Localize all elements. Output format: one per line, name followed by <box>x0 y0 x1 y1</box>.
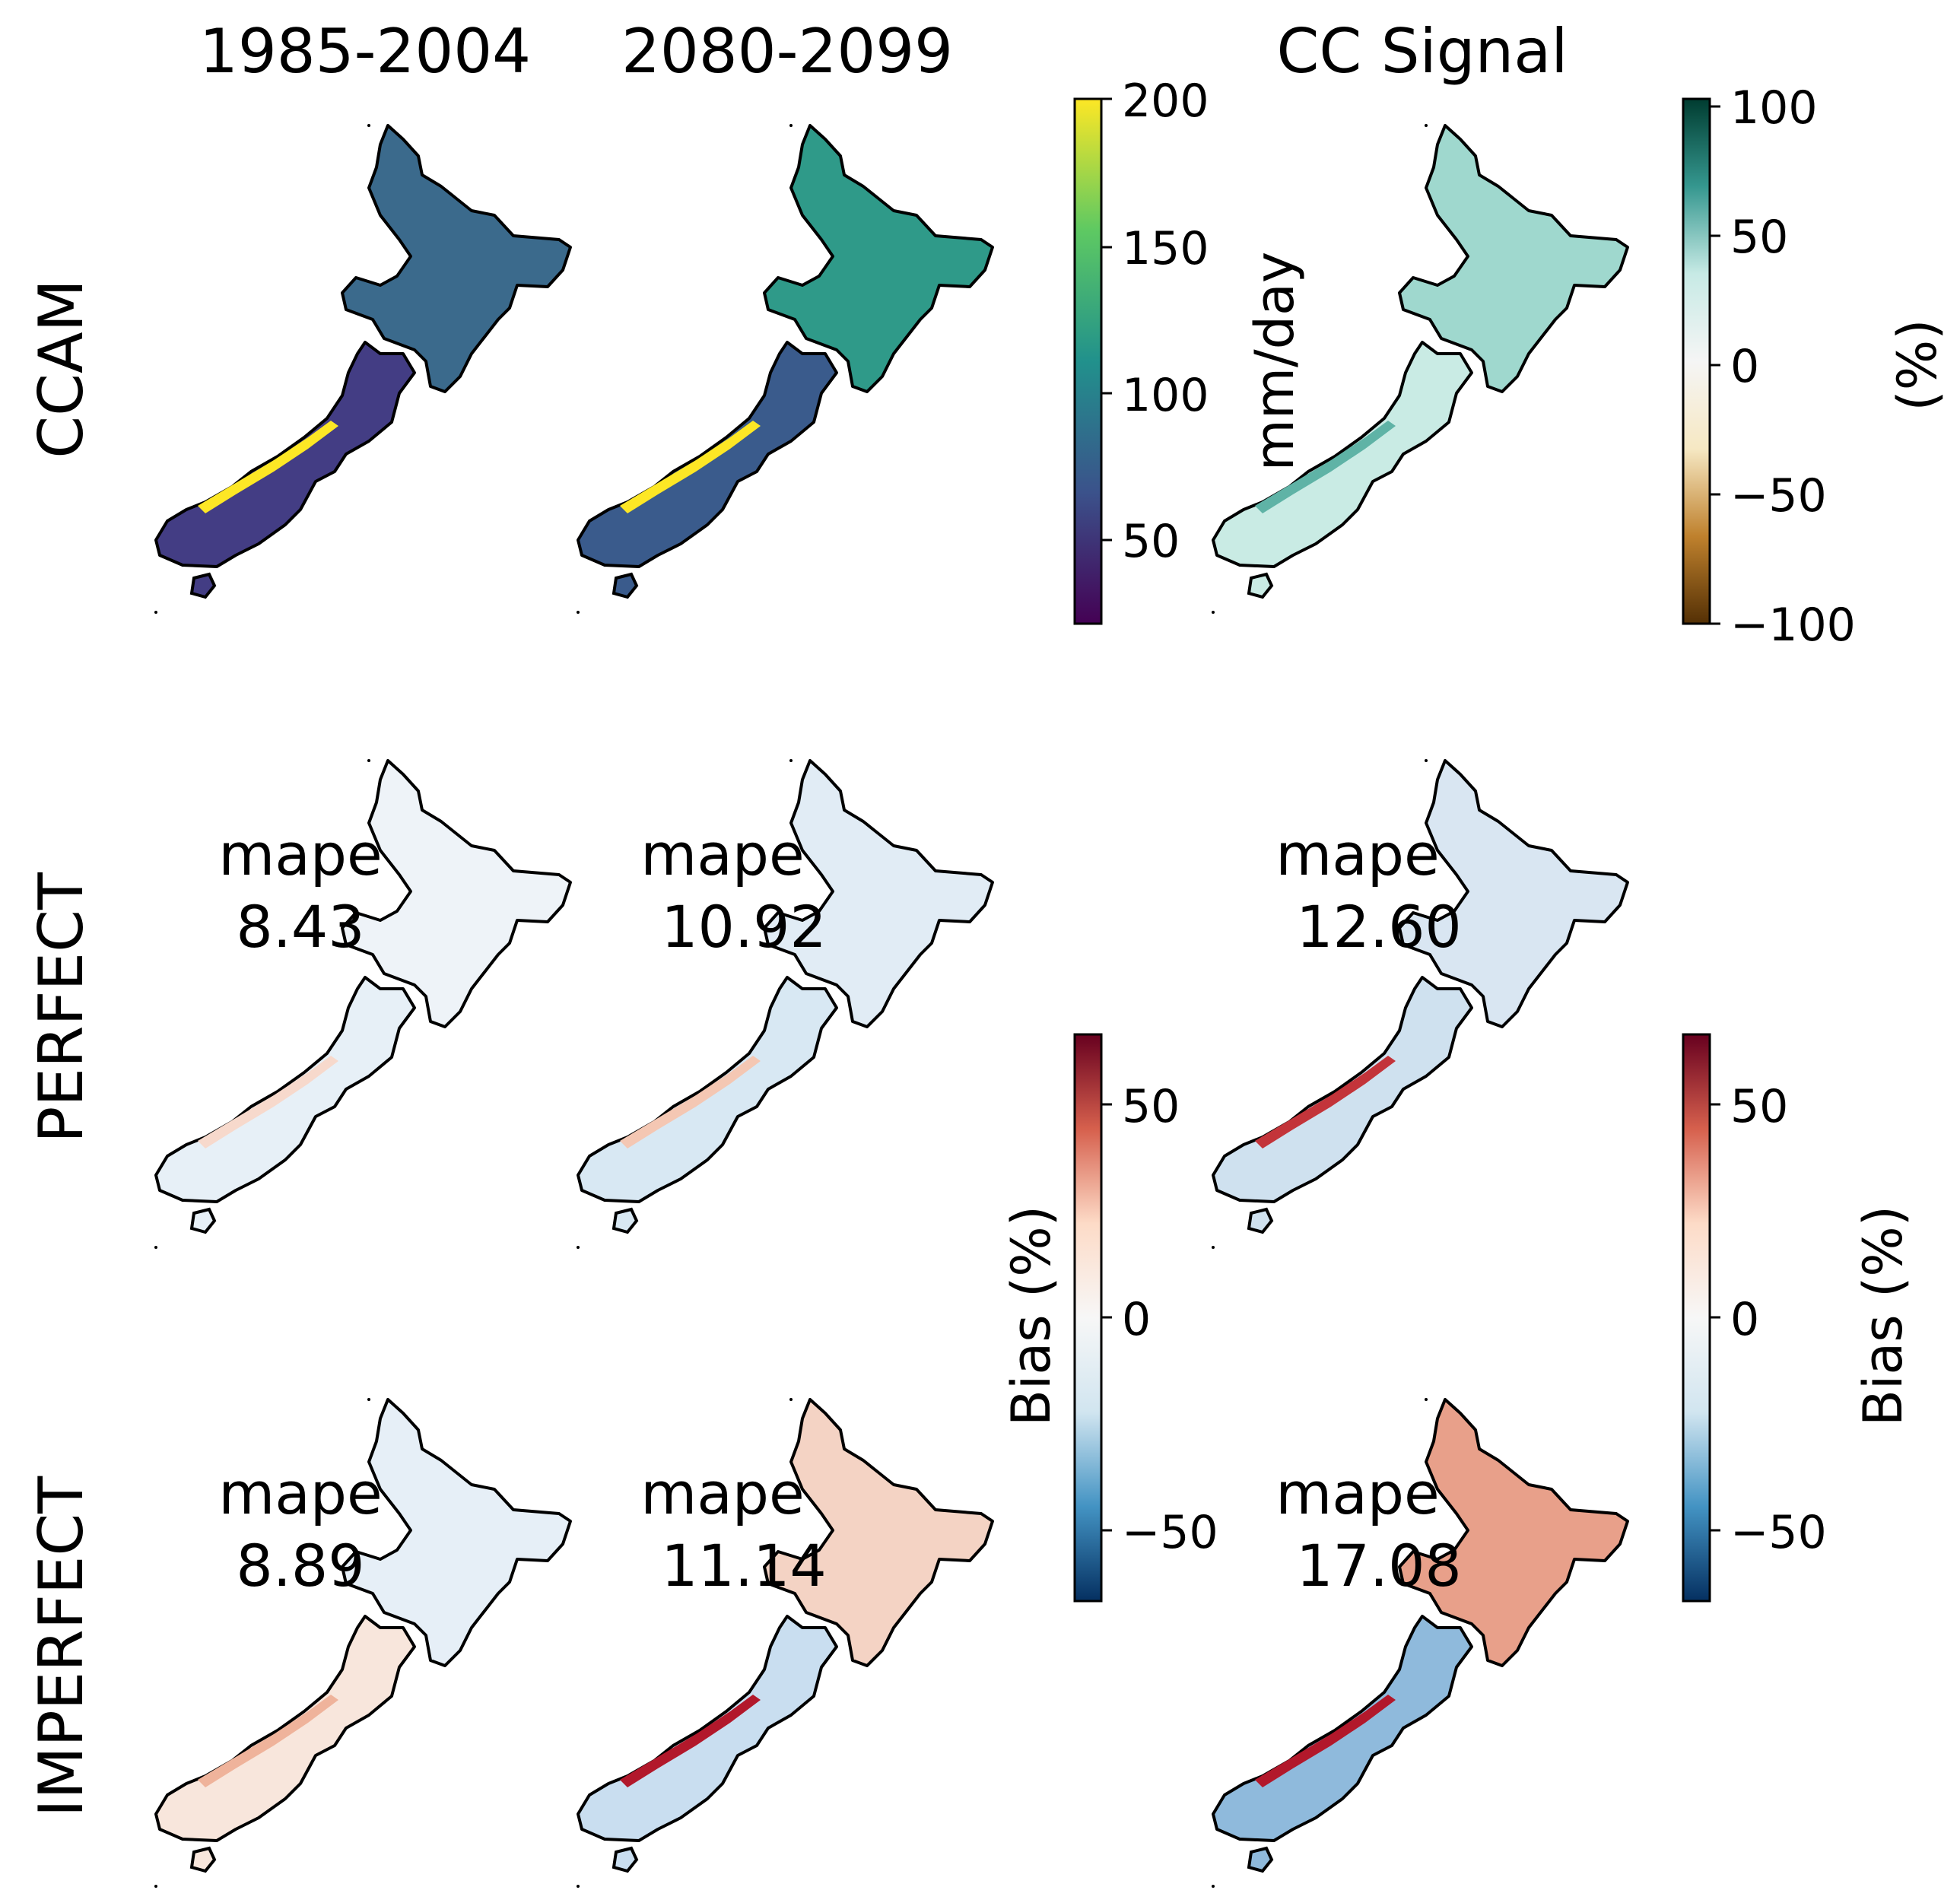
svg-text:mape: mape <box>640 821 805 888</box>
svg-text:12.60: 12.60 <box>1296 893 1462 961</box>
map-panels <box>154 124 1629 1888</box>
nz-map-perfect-historical <box>154 759 572 1249</box>
mape-imperfect-signal: mape 17.08 <box>1275 1460 1462 1600</box>
colorbar-bias-right-tick: 0 <box>1730 1293 1759 1346</box>
svg-text:mape: mape <box>1275 821 1440 888</box>
row-label-perfect: PERFECT <box>26 872 97 1143</box>
colorbar-signal-label: (%) <box>1886 319 1949 411</box>
row-label-imperfect: IMPERFECT <box>26 1476 97 1817</box>
svg-text:mape: mape <box>640 1460 805 1527</box>
colorbar-bias-right-label: Bias (%) <box>1852 1206 1914 1426</box>
mape-imperfect-future: mape 11.14 <box>640 1460 827 1600</box>
mape-imperfect-historical: mape 8.89 <box>218 1460 383 1600</box>
colorbar-precip-tick: 200 <box>1122 75 1209 128</box>
colorbar-precip: 200 150 100 50 mm/day <box>1073 75 1306 625</box>
colorbar-bias-left-label: Bias (%) <box>1000 1206 1063 1426</box>
column-title-future: 2080-2099 <box>621 16 953 87</box>
svg-text:8.89: 8.89 <box>236 1532 364 1600</box>
colorbar-signal-tick: 50 <box>1730 211 1788 264</box>
colorbar-precip-tick: 100 <box>1122 369 1209 422</box>
colorbar-signal-tick: 100 <box>1730 81 1818 135</box>
nz-map-ccam-signal <box>1212 124 1629 614</box>
colorbar-precip-tick: 150 <box>1122 222 1209 275</box>
nz-map-imperfect-historical <box>154 1398 572 1888</box>
nz-map-perfect-future <box>577 759 994 1249</box>
colorbar-bias-left-tick: −50 <box>1122 1506 1218 1559</box>
nz-map-imperfect-future <box>577 1398 994 1888</box>
colorbar-bias-left-tick: 0 <box>1122 1293 1151 1346</box>
nz-map-perfect-signal <box>1212 759 1629 1249</box>
svg-text:mape: mape <box>218 821 383 888</box>
colorbar-bias-left: 50 0 −50 Bias (%) <box>1000 1033 1218 1603</box>
column-title-historical: 1985-2004 <box>199 16 531 87</box>
nz-map-ccam-future <box>577 124 994 614</box>
colorbar-bias-left-tick: 50 <box>1122 1080 1180 1133</box>
nz-map-ccam-historical <box>154 124 572 614</box>
svg-text:11.14: 11.14 <box>661 1532 827 1600</box>
colorbar-signal-tick: −50 <box>1730 469 1827 523</box>
svg-text:mape: mape <box>1275 1460 1440 1527</box>
colorbar-signal-tick: 0 <box>1730 340 1759 393</box>
colorbar-precip-tick: 50 <box>1122 515 1180 568</box>
mape-perfect-historical: mape 8.43 <box>218 821 383 961</box>
colorbar-bias-right-tick: −50 <box>1730 1506 1827 1559</box>
svg-text:8.43: 8.43 <box>236 893 364 961</box>
colorbar-precip-label: mm/day <box>1244 252 1306 472</box>
colorbar-bias-right: 50 0 −50 Bias (%) <box>1682 1033 1914 1603</box>
colorbar-bias-right-tick: 50 <box>1730 1080 1788 1133</box>
svg-text:mape: mape <box>218 1460 383 1527</box>
row-label-ccam: CCAM <box>26 279 97 458</box>
column-title-signal: CC Signal <box>1277 16 1568 87</box>
svg-text:17.08: 17.08 <box>1296 1532 1462 1600</box>
mape-perfect-future: mape 10.92 <box>640 821 827 961</box>
nz-map-imperfect-signal <box>1212 1398 1629 1888</box>
colorbar-signal: 100 50 0 −50 −100 (%) <box>1682 81 1949 652</box>
svg-text:10.92: 10.92 <box>661 893 827 961</box>
mape-perfect-signal: mape 12.60 <box>1275 821 1462 961</box>
colorbar-signal-tick: −100 <box>1730 599 1856 652</box>
